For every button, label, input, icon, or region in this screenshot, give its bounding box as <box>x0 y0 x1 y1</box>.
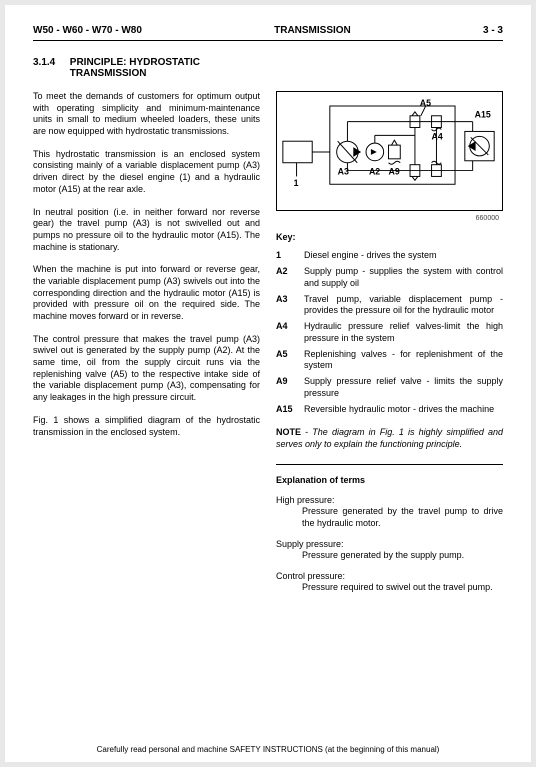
key-id: 1 <box>276 250 304 261</box>
body-paragraph: Fig. 1 shows a simplified diagram of the… <box>33 415 260 438</box>
section-title-line2: TRANSMISSION <box>70 68 147 79</box>
figure-number: 660000 <box>276 215 503 222</box>
key-id: A4 <box>276 321 304 344</box>
body-paragraph: The control pressure that makes the trav… <box>33 334 260 404</box>
term-block: High pressure: Pressure generated by the… <box>276 495 503 529</box>
key-desc: Travel pump, variable displacement pump … <box>304 294 503 317</box>
key-id: A2 <box>276 266 304 289</box>
key-id: A15 <box>276 404 304 415</box>
key-desc: Diesel engine - drives the system <box>304 250 503 261</box>
body-paragraph: This hydrostatic transmission is an encl… <box>33 149 260 196</box>
key-desc: Reversible hydraulic motor - drives the … <box>304 404 503 415</box>
fig-label-1: 1 <box>294 178 299 188</box>
two-column-layout: To meet the demands of customers for opt… <box>33 91 503 603</box>
body-paragraph: When the machine is put into forward or … <box>33 264 260 322</box>
section-title-line1: PRINCIPLE: HYDROSTATIC <box>70 57 200 68</box>
key-id: A5 <box>276 349 304 372</box>
term-name: High pressure: <box>276 495 503 505</box>
term-name: Control pressure: <box>276 571 503 581</box>
key-row: A9Supply pressure relief valve - limits … <box>276 376 503 399</box>
fig-label-a5: A5 <box>420 98 431 108</box>
term-block: Supply pressure: Pressure generated by t… <box>276 539 503 561</box>
term-desc: Pressure generated by the travel pump to… <box>276 506 503 529</box>
body-paragraph: In neutral position (i.e. in neither for… <box>33 207 260 254</box>
section-title-text: PRINCIPLE: HYDROSTATIC TRANSMISSION <box>70 57 200 79</box>
key-desc: Replenishing valves - for replenishment … <box>304 349 503 372</box>
key-row: A3Travel pump, variable displacement pum… <box>276 294 503 317</box>
term-block: Control pressure: Pressure required to s… <box>276 571 503 593</box>
horizontal-rule <box>276 464 503 465</box>
key-id: A3 <box>276 294 304 317</box>
key-desc: Supply pump - supplies the system with c… <box>304 266 503 289</box>
page-header: W50 - W60 - W70 - W80 TRANSMISSION 3 - 3 <box>33 25 503 41</box>
key-row: A4Hydraulic pressure relief valves-limit… <box>276 321 503 344</box>
fig-label-a15: A15 <box>475 110 491 120</box>
page-footer: Carefully read personal and machine SAFE… <box>5 745 531 754</box>
note-paragraph: NOTE - The diagram in Fig. 1 is highly s… <box>276 427 503 450</box>
header-left: W50 - W60 - W70 - W80 <box>33 25 142 36</box>
hydrostatic-diagram: 1 A3 A2 A9 A5 A4 A15 <box>276 91 503 211</box>
term-desc: Pressure generated by the supply pump. <box>276 550 503 561</box>
body-paragraph: To meet the demands of customers for opt… <box>33 91 260 138</box>
key-heading: Key: <box>276 232 503 242</box>
header-right: 3 - 3 <box>483 25 503 36</box>
fig-label-a3: A3 <box>338 166 349 176</box>
key-row: A15Reversible hydraulic motor - drives t… <box>276 404 503 415</box>
key-desc: Hydraulic pressure relief valves-limit t… <box>304 321 503 344</box>
term-name: Supply pressure: <box>276 539 503 549</box>
left-column: To meet the demands of customers for opt… <box>33 91 260 603</box>
note-bold: NOTE <box>276 427 301 437</box>
note-dash: - <box>301 427 312 437</box>
key-row: A5Replenishing valves - for replenishmen… <box>276 349 503 372</box>
key-row: A2Supply pump - supplies the system with… <box>276 266 503 289</box>
fig-label-a2: A2 <box>369 166 380 176</box>
fig-label-a4: A4 <box>432 131 443 141</box>
key-id: A9 <box>276 376 304 399</box>
key-desc: Supply pressure relief valve - limits th… <box>304 376 503 399</box>
key-list: 1Diesel engine - drives the system A2Sup… <box>276 250 503 415</box>
section-number: 3.1.4 <box>33 57 67 68</box>
key-row: 1Diesel engine - drives the system <box>276 250 503 261</box>
right-column: 1 A3 A2 A9 A5 A4 A15 660000 Key: 1Diesel… <box>276 91 503 603</box>
diagram-svg: 1 A3 A2 A9 A5 A4 A15 <box>277 92 502 210</box>
header-center: TRANSMISSION <box>274 25 351 36</box>
term-desc: Pressure required to swivel out the trav… <box>276 582 503 593</box>
fig-label-a9: A9 <box>389 166 400 176</box>
explanation-heading: Explanation of terms <box>276 475 503 485</box>
section-heading: 3.1.4 PRINCIPLE: HYDROSTATIC TRANSMISSIO… <box>33 57 503 79</box>
page: W50 - W60 - W70 - W80 TRANSMISSION 3 - 3… <box>5 5 531 762</box>
